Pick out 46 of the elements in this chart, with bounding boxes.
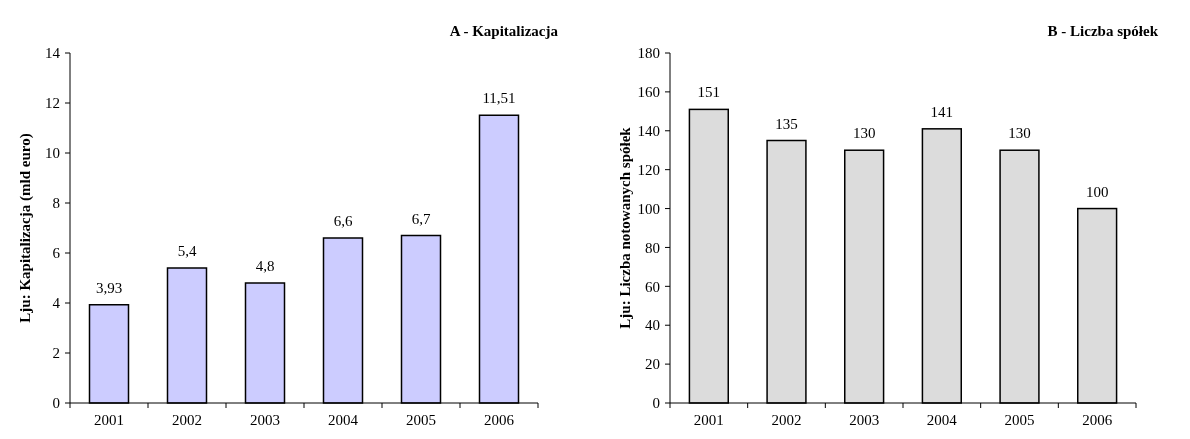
y-tick-label: 4 <box>52 295 61 312</box>
data-label: 130 <box>852 125 876 142</box>
y-tick-label: 180 <box>637 45 660 62</box>
y-tick-label: 0 <box>52 395 60 412</box>
data-label: 5,4 <box>177 243 197 259</box>
data-label: 135 <box>775 115 798 132</box>
x-tick-label: 2002 <box>172 412 202 428</box>
y-tick-label: 14 <box>45 45 61 62</box>
x-tick-label: 2006 <box>484 412 515 428</box>
data-label: 100 <box>1085 183 1109 200</box>
y-tick-label: 120 <box>637 161 660 178</box>
data-label: 6,7 <box>411 210 431 227</box>
x-tick-label: 2001 <box>693 412 724 428</box>
data-label: 6,6 <box>333 213 353 229</box>
y-tick-label: 140 <box>637 123 660 140</box>
y-tick-label: 8 <box>52 195 60 212</box>
y-tick-label: 0 <box>652 395 660 412</box>
y-tick-label: 160 <box>637 84 660 101</box>
y-tick-label: 10 <box>45 145 60 162</box>
y-tick-label: 20 <box>645 356 660 373</box>
x-tick-label: 2004 <box>328 412 359 428</box>
x-tick-label: 2003 <box>849 412 880 428</box>
y-axis-title: Lju: Kapitalizacja (mld euro) <box>17 133 34 323</box>
data-label: 4,8 <box>255 258 275 274</box>
y-tick-label: 100 <box>637 200 660 217</box>
x-tick-label: 2006 <box>1082 412 1113 428</box>
data-label: 141 <box>930 103 954 120</box>
x-tick-label: 2001 <box>94 412 124 428</box>
chart-title: A - Kapitalizacja <box>449 23 559 39</box>
chart-title: B - Liczba spółek <box>1047 23 1159 39</box>
x-tick-label: 2004 <box>926 412 958 428</box>
x-tick-label: 2005 <box>406 412 436 428</box>
data-label: 151 <box>697 84 721 101</box>
x-tick-label: 2003 <box>250 412 280 428</box>
y-tick-label: 6 <box>52 245 61 262</box>
y-tick-label: 80 <box>645 239 660 256</box>
data-label: 3,93 <box>95 279 123 296</box>
y-tick-label: 60 <box>645 278 660 295</box>
y-tick-label: 40 <box>645 317 660 334</box>
data-label: 130 <box>1008 125 1031 142</box>
data-label: 11,51 <box>482 90 516 107</box>
x-tick-label: 2005 <box>1004 412 1035 428</box>
y-axis-title: Lju: Liczba notowanych spółek <box>617 126 633 329</box>
x-tick-label: 2002 <box>771 412 802 428</box>
y-tick-label: 12 <box>45 95 60 112</box>
y-tick-label: 2 <box>52 345 60 362</box>
